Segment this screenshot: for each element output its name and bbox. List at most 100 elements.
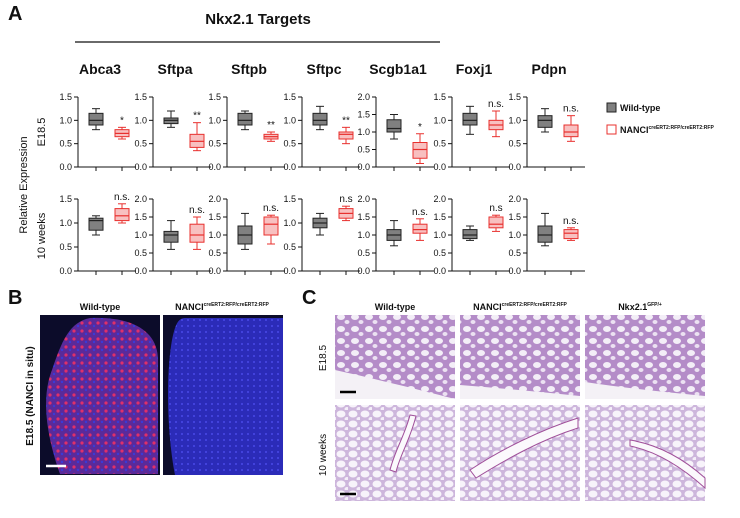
y-tick-label: 0.0	[134, 162, 147, 172]
legend-swatch	[606, 102, 617, 113]
annotation: n.s.	[189, 205, 205, 216]
micrograph	[460, 315, 580, 399]
y-tick-label: 1.0	[208, 230, 221, 240]
y-tick-label: 0.0	[508, 266, 521, 276]
chart-title: Sftpc	[307, 61, 342, 77]
y-tick-label: 1.5	[59, 194, 72, 204]
column-label: NANCIcreERT2:RFP/creERT2:RFP	[175, 302, 269, 312]
chart-title: Foxj1	[456, 61, 493, 77]
y-tick-label: 0.5	[508, 139, 521, 149]
airway	[389, 414, 417, 473]
y-tick-label: 0.5	[283, 139, 296, 149]
tissue	[46, 317, 158, 474]
y-tick-label: 0.0	[208, 162, 221, 172]
annotation: n.s.	[412, 207, 428, 218]
y-tick-label: 1.5	[134, 92, 147, 102]
edge	[585, 382, 705, 399]
y-tick-label: 1.5	[508, 92, 521, 102]
box	[237, 112, 253, 126]
annotation: n.s	[489, 203, 502, 214]
y-tick-label: 0.0	[283, 162, 296, 172]
column-label: Wild-type	[80, 302, 120, 312]
annotation: **	[342, 115, 350, 126]
micrograph	[335, 405, 455, 501]
y-tick-label: 1.5	[208, 212, 221, 222]
panel-label: C	[302, 287, 316, 309]
column-label: Wild-type	[375, 302, 415, 312]
box	[312, 112, 328, 126]
box	[462, 112, 478, 126]
y-tick-label: 2.0	[134, 194, 147, 204]
y-tick-label: 1.5	[508, 212, 521, 222]
y-tick-label: 1.0	[433, 115, 446, 125]
y-tick-label: 0.5	[208, 248, 221, 258]
row-label: E18.5	[318, 344, 329, 371]
annotation: *	[120, 115, 124, 126]
chart-title: Sftpb	[231, 61, 267, 77]
y-tick-label: 0.0	[134, 266, 147, 276]
box	[114, 208, 130, 222]
y-tick-label: 0.0	[59, 266, 72, 276]
airway	[629, 439, 706, 490]
panel-title: Nkx2.1 Targets	[205, 11, 311, 28]
y-tick-label: 1.5	[134, 212, 147, 222]
y-tick-label: 0.0	[357, 162, 370, 172]
box	[263, 216, 279, 236]
y-tick-label: 1.0	[134, 230, 147, 240]
y-tick-label: 0.0	[508, 162, 521, 172]
y-tick-label: 0.0	[208, 266, 221, 276]
annotation: n.s.	[563, 104, 579, 115]
y-tick-label: 1.0	[59, 115, 72, 125]
annotation: n.s.	[114, 192, 130, 203]
y-tick-label: 0.0	[433, 266, 446, 276]
box	[412, 142, 428, 159]
box	[386, 119, 402, 133]
box	[88, 112, 104, 126]
box	[563, 124, 579, 138]
chart-title: Abca3	[79, 61, 121, 77]
y-tick-label: 0.5	[357, 248, 370, 258]
y-tick-label: 1.0	[283, 218, 296, 228]
chart-title: Pdpn	[532, 61, 567, 77]
tissue	[168, 318, 283, 475]
y-tick-label: 0.5	[59, 139, 72, 149]
y-tick-label: 1.0	[59, 218, 72, 228]
y-tick-label: 0.0	[59, 162, 72, 172]
y-tick-label: 2.0	[508, 194, 521, 204]
y-tick-label: 1.5	[283, 194, 296, 204]
y-tick-label: 0.5	[59, 242, 72, 252]
y-tick-label: 1.0	[433, 230, 446, 240]
box	[163, 230, 179, 243]
y-tick-label: 2.0	[357, 194, 370, 204]
box	[563, 229, 579, 240]
y-tick-label: 1.0	[508, 230, 521, 240]
y-tick-label: 0.5	[283, 242, 296, 252]
y-tick-label: 2.0	[433, 194, 446, 204]
annotation: **	[267, 120, 275, 131]
annotation: n.s.	[563, 216, 579, 227]
chart-title: Scgb1a1	[369, 61, 427, 77]
y-tick-label: 1.5	[357, 212, 370, 222]
y-tick-label: 1.5	[357, 110, 370, 120]
y-tick-label: 0.5	[134, 248, 147, 258]
y-tick-label: 0.5	[134, 139, 147, 149]
panel-label: A	[8, 3, 22, 25]
edge	[335, 370, 455, 399]
y-tick-label: 1.0	[357, 230, 370, 240]
row-label: E18.5 (NANCI in situ)	[25, 346, 36, 445]
y-tick-label: 0.5	[433, 139, 446, 149]
box	[488, 216, 504, 229]
legend-label: NANCIcreERT2:RFP/creERT2:RFP	[620, 125, 714, 135]
y-tick-label: 1.5	[283, 92, 296, 102]
micrograph	[585, 405, 705, 501]
annotation: **	[193, 111, 201, 122]
y-tick-label: 0.5	[433, 248, 446, 258]
y-tick-label: 2.0	[208, 194, 221, 204]
y-tick-label: 1.5	[433, 212, 446, 222]
y-tick-label: 1.5	[433, 92, 446, 102]
y-tick-label: 1.0	[283, 115, 296, 125]
y-tick-label: 0.0	[283, 266, 296, 276]
column-label: Nkx2.1GFP/+	[618, 302, 662, 312]
y-tick-label: 0.5	[508, 248, 521, 258]
box	[537, 225, 553, 243]
